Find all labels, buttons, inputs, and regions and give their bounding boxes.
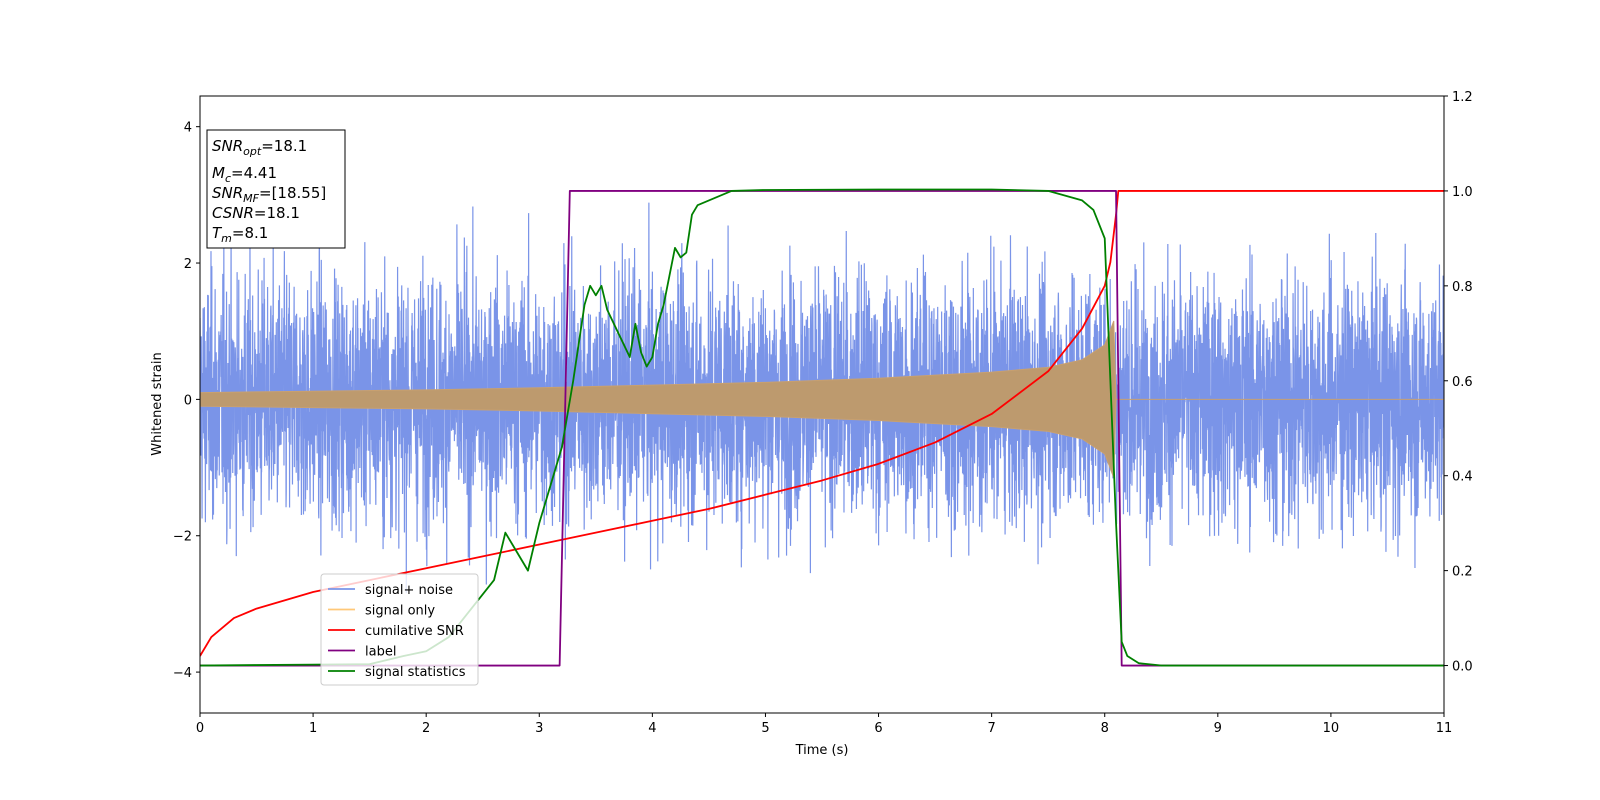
x-axis: 0 1 2 3 4 5 6 7 8 9 10 11 <box>196 713 1452 736</box>
y-tick-label: 4 <box>184 121 192 136</box>
x-tick-label: 0 <box>196 721 204 736</box>
y2-tick-label: 1.2 <box>1452 90 1473 105</box>
plot-area <box>200 188 1444 667</box>
x-tick-label: 3 <box>535 721 543 736</box>
x-tick-label: 9 <box>1214 721 1222 736</box>
info-box-frame <box>206 129 346 249</box>
y-axis-right: 0.0 0.2 0.4 0.6 0.8 1.0 1.2 <box>1444 90 1473 675</box>
info-mc: Mc=4.41 <box>212 164 277 185</box>
series-signal-statistics <box>200 188 1444 667</box>
info-snr-mf-base: SNR <box>212 184 243 202</box>
y-tick-label: 0 <box>184 393 192 408</box>
info-snr-mf-value: =[18.55] <box>259 184 326 202</box>
info-snr-opt-value: =18.1 <box>261 137 307 155</box>
series-signal-noise <box>200 202 1444 594</box>
y-axis-title: Whitened strain <box>150 352 165 455</box>
info-csnr: CSNR=18.1 <box>212 204 300 222</box>
info-tm: Tm=8.1 <box>212 224 268 245</box>
series-signal-only <box>200 320 1444 478</box>
x-tick-label: 10 <box>1323 721 1340 736</box>
info-snr-mf-sub: MF <box>243 192 259 205</box>
y2-tick-label: 0.6 <box>1452 375 1473 390</box>
info-tm-sub: m <box>221 232 232 245</box>
y2-tick-label: 0.2 <box>1452 565 1473 580</box>
x-tick-label: 5 <box>761 721 769 736</box>
info-box: SNRopt=18.1 Mc=4.41 SNRMF=[18.55] CSNR=1… <box>206 129 346 249</box>
legend-label: cumilative SNR <box>365 624 464 639</box>
info-tm-base: T <box>212 224 223 242</box>
info-csnr-value: =18.1 <box>254 204 300 222</box>
y2-tick-label: 0.8 <box>1452 280 1473 295</box>
info-csnr-base: CSNR <box>212 204 254 222</box>
x-tick-label: 8 <box>1101 721 1109 736</box>
legend: signal+ noise signal only cumilative SNR la… <box>320 573 479 686</box>
x-tick-label: 6 <box>874 721 882 736</box>
axes-frame <box>199 95 1445 714</box>
x-tick-label: 4 <box>648 721 656 736</box>
y2-tick-label: 1.0 <box>1452 185 1473 200</box>
y-tick-label: −2 <box>173 530 192 545</box>
legend-label: signal only <box>365 604 435 619</box>
y-axis-left: −4 −2 0 2 4 <box>173 121 200 681</box>
info-mc-value: =4.41 <box>231 164 277 182</box>
legend-label: label <box>365 645 396 660</box>
info-snr-mf: SNRMF=[18.55] <box>212 184 326 205</box>
y2-tick-label: 0.4 <box>1452 470 1473 485</box>
x-axis-title: Time (s) <box>795 743 849 758</box>
info-mc-sub: c <box>225 172 231 185</box>
info-snr-opt-base: SNR <box>212 137 243 155</box>
legend-label: signal+ noise <box>365 583 453 598</box>
y-tick-label: 2 <box>184 257 192 272</box>
x-tick-label: 2 <box>422 721 430 736</box>
y2-tick-label: 0.0 <box>1452 660 1473 675</box>
info-mc-base: M <box>212 164 225 182</box>
legend-frame <box>320 573 479 686</box>
y-tick-label: −4 <box>173 666 192 681</box>
x-tick-label: 11 <box>1436 721 1453 736</box>
x-tick-label: 7 <box>987 721 995 736</box>
x-tick-label: 1 <box>309 721 317 736</box>
info-snr-opt: SNRopt=18.1 <box>212 137 307 158</box>
info-tm-value: =8.1 <box>232 224 268 242</box>
info-snr-opt-sub: opt <box>243 145 262 158</box>
legend-label: signal statistics <box>365 665 466 680</box>
